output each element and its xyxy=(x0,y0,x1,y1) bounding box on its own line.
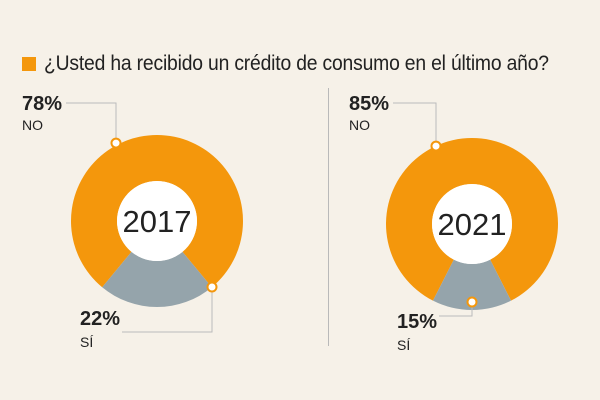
marker-no xyxy=(430,140,442,152)
category-label-si: SÍ xyxy=(397,337,410,353)
leader-line-no xyxy=(393,102,437,143)
leader-line-no xyxy=(66,102,117,140)
donut-hole xyxy=(432,184,512,264)
marker-si xyxy=(466,296,478,308)
leader-line-si xyxy=(122,292,213,333)
value-label-no: 78% xyxy=(22,93,62,115)
value-label-si: 22% xyxy=(80,308,120,330)
slice-no xyxy=(70,134,243,288)
marker-no xyxy=(110,137,122,149)
marker-si xyxy=(206,281,218,293)
center-year-label: 2017 xyxy=(123,204,192,239)
donut-2017: 2017 78% NO 22% SÍ xyxy=(22,93,243,350)
center-year-label: 2021 xyxy=(438,207,507,242)
category-label-no: NO xyxy=(349,117,370,133)
slice-no xyxy=(385,138,558,301)
legend-swatch xyxy=(22,57,36,71)
value-label-no: 85% xyxy=(349,93,389,115)
category-label-no: NO xyxy=(22,117,43,133)
chart-title: ¿Usted ha recibido un crédito de consumo… xyxy=(44,52,549,75)
slice-si xyxy=(432,259,512,311)
chart-title-row: ¿Usted ha recibido un crédito de consumo… xyxy=(22,52,593,76)
category-label-si: SÍ xyxy=(80,334,93,350)
donut-hole xyxy=(117,181,197,261)
leader-line-si xyxy=(439,307,473,317)
value-label-si: 15% xyxy=(397,311,437,333)
donut-2021: 2021 85% NO 15% SÍ xyxy=(349,93,558,353)
slice-si xyxy=(102,251,212,307)
divider xyxy=(328,88,329,346)
